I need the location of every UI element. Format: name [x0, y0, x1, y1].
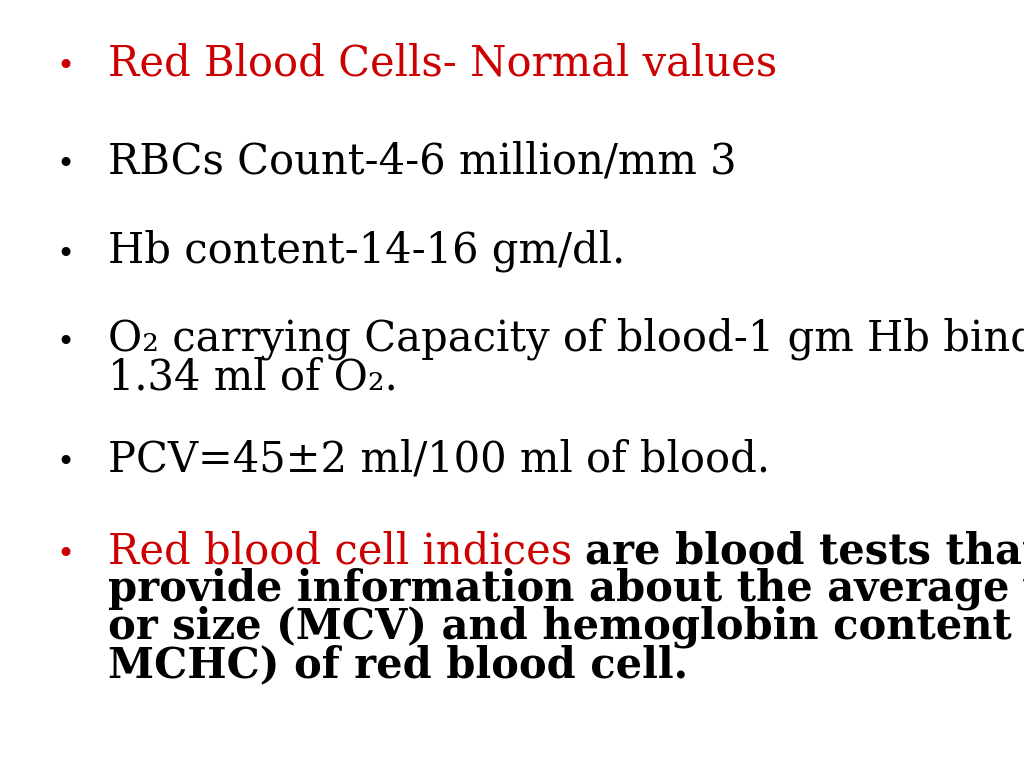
Text: •: • — [56, 448, 75, 477]
Text: MCHC) of red blood cell.: MCHC) of red blood cell. — [108, 644, 688, 686]
Text: •: • — [56, 540, 75, 569]
Text: RBCs Count-4-6 million/mm 3: RBCs Count-4-6 million/mm 3 — [108, 140, 736, 182]
Text: Red blood cell indices: Red blood cell indices — [108, 530, 585, 572]
Text: 1.34 ml of O₂.: 1.34 ml of O₂. — [108, 356, 397, 398]
Text: are blood tests that: are blood tests that — [585, 530, 1024, 572]
Text: •: • — [56, 150, 75, 179]
Text: or size (MCV) and hemoglobin content (MCH,: or size (MCV) and hemoglobin content (MC… — [108, 606, 1024, 648]
Text: O₂ carrying Capacity of blood-1 gm Hb binds to: O₂ carrying Capacity of blood-1 gm Hb bi… — [108, 318, 1024, 360]
Text: PCV=45±2 ml/100 ml of blood.: PCV=45±2 ml/100 ml of blood. — [108, 438, 769, 480]
Text: •: • — [56, 328, 75, 357]
Text: •: • — [56, 52, 75, 81]
Text: provide information about the average volume: provide information about the average vo… — [108, 568, 1024, 611]
Text: •: • — [56, 240, 75, 269]
Text: Red Blood Cells- Normal values: Red Blood Cells- Normal values — [108, 42, 776, 84]
Text: Hb content-14-16 gm/dl.: Hb content-14-16 gm/dl. — [108, 230, 625, 273]
